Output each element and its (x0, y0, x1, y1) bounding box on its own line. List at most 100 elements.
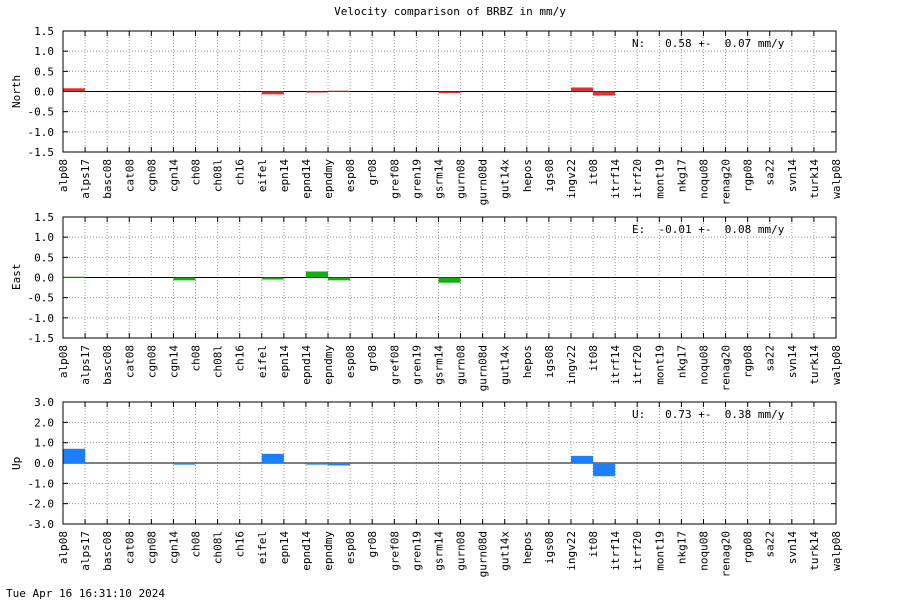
x-tick-label: alps17 (79, 345, 92, 385)
x-tick-label: rgp08 (742, 159, 755, 192)
x-tick-label: gsrm14 (432, 345, 445, 385)
bar-ingv22 (570, 455, 594, 463)
x-tick-label: itrf14 (609, 159, 622, 199)
x-tick-label: hepos (521, 345, 534, 378)
x-tick-label: nkg17 (675, 159, 688, 192)
x-tick-label: itrf14 (609, 531, 622, 571)
x-tick-label: gut14x (499, 159, 512, 199)
x-tick-label: ch16 (234, 345, 247, 372)
stat-annotation: E: -0.01 +- 0.08 mm/y (632, 223, 785, 236)
bar-epnd14 (305, 91, 329, 93)
panel-east: -1.5 -1.0 -0.5 0.0 0.5 1.0 1.5 alp08 alps17 basc0… (28, 211, 844, 391)
x-tick-label: alps17 (79, 531, 92, 571)
x-tick-label: noqu08 (697, 159, 710, 199)
y-tick-label: 0.0 (34, 86, 54, 99)
x-tick-label: gren19 (410, 531, 423, 571)
x-tick-label: ch08l (212, 531, 225, 564)
x-tick-label: cgn14 (167, 345, 180, 378)
x-tick-label: cgn14 (167, 159, 180, 192)
x-tick-label: itrf20 (631, 159, 644, 199)
y-tick-label: -0.5 (28, 106, 55, 119)
x-tick-label: nkg17 (675, 345, 688, 378)
bar-ingv22 (570, 87, 594, 92)
x-tick-label: gren19 (410, 159, 423, 199)
x-tick-label: it08 (587, 159, 600, 186)
y-tick-label: -1.0 (28, 126, 55, 139)
x-tick-label: basc08 (101, 159, 114, 199)
y-tick-label: 1.5 (34, 211, 54, 224)
stat-annotation: U: 0.73 +- 0.38 mm/y (632, 408, 785, 421)
y-tick-label: -1.0 (28, 477, 55, 490)
timestamp-footer: Tue Apr 16 16:31:10 2024 (6, 587, 165, 600)
x-tick-label: cgn08 (145, 159, 158, 192)
x-tick-label: ch08l (212, 159, 225, 192)
panel-north: -1.5 -1.0 -0.5 0.0 0.5 1.0 1.5 alp08 alps17 basc0… (28, 25, 844, 205)
y-tick-label: 1.0 (34, 45, 54, 58)
x-tick-label: itrf20 (631, 345, 644, 385)
x-tick-label: gurn08d (477, 345, 490, 391)
x-tick-label: gref08 (388, 531, 401, 571)
x-tick-label: igs08 (543, 531, 556, 564)
bar-cgn14 (173, 277, 196, 281)
x-tick-label: gut14x (499, 345, 512, 385)
x-tick-label: basc08 (101, 531, 114, 571)
x-tick-label: alps17 (79, 159, 92, 199)
x-tick-label: svn14 (786, 159, 799, 192)
y-tick-label: 0.5 (34, 65, 54, 78)
bar-epnd14 (305, 271, 329, 278)
plot-frame (62, 401, 837, 525)
x-tick-label: walp08 (830, 345, 843, 385)
x-tick-label: gurn08 (455, 531, 468, 571)
y-tick-label: -1.5 (28, 332, 55, 345)
x-tick-label: ch16 (234, 159, 247, 186)
x-tick-label: igs08 (543, 345, 556, 378)
x-tick-label: sa22 (764, 531, 777, 558)
y-tick-label: -3.0 (28, 518, 55, 531)
x-tick-label: turk14 (808, 531, 821, 571)
x-tick-label: hepos (521, 159, 534, 192)
x-tick-label: basc08 (101, 345, 114, 385)
y-tick-label: 1.0 (34, 231, 54, 244)
x-tick-label: alp08 (57, 531, 70, 564)
x-tick-label: gurn08d (477, 531, 490, 577)
bar-eifel (261, 91, 284, 95)
x-tick-label: gsrm14 (432, 159, 445, 199)
x-tick-label: cat08 (123, 159, 136, 192)
x-tick-label: hepos (521, 531, 534, 564)
x-tick-label: gr08 (366, 345, 379, 372)
bar-epndmy (328, 90, 351, 92)
bar-eifel (261, 277, 284, 280)
x-tick-label: svn14 (786, 531, 799, 564)
x-tick-label: esp08 (344, 531, 357, 564)
x-tick-label: nkg17 (675, 531, 688, 564)
y-axis-label-east: East (10, 263, 23, 291)
x-tick-label: rgp08 (742, 345, 755, 378)
x-tick-label: itrf20 (631, 531, 644, 571)
x-tick-label: cgn08 (145, 531, 158, 564)
plot-frame (62, 30, 837, 153)
x-tick-label: eifel (256, 531, 269, 564)
chart-title: Velocity comparison of BRBZ in mm/y (334, 5, 566, 18)
stat-annotation: N: 0.58 +- 0.07 mm/y (632, 37, 785, 50)
y-tick-label: -0.5 (28, 292, 55, 305)
x-tick-label: walp08 (830, 531, 843, 571)
x-tick-label: it08 (587, 345, 600, 372)
y-axis-label-north: North (10, 74, 23, 108)
x-tick-label: cgn08 (145, 345, 158, 378)
bar-epnd14 (305, 463, 329, 465)
bar-alp08 (63, 448, 86, 463)
bar-gsrm14 (438, 277, 461, 283)
x-tick-label: gref08 (388, 159, 401, 199)
x-tick-label: svn14 (786, 345, 799, 378)
x-tick-label: gren19 (410, 345, 423, 385)
x-tick-label: eifel (256, 159, 269, 192)
x-tick-label: epn14 (278, 345, 291, 378)
x-tick-label: gut14x (499, 531, 512, 571)
bar-alp08 (63, 88, 86, 92)
x-tick-label: mont19 (653, 345, 666, 385)
x-tick-label: ch16 (234, 531, 247, 558)
y-tick-label: 2.0 (34, 416, 54, 429)
x-tick-label: epnd14 (300, 531, 313, 571)
x-tick-label: renag20 (720, 531, 733, 577)
x-tick-label: gr08 (366, 531, 379, 558)
